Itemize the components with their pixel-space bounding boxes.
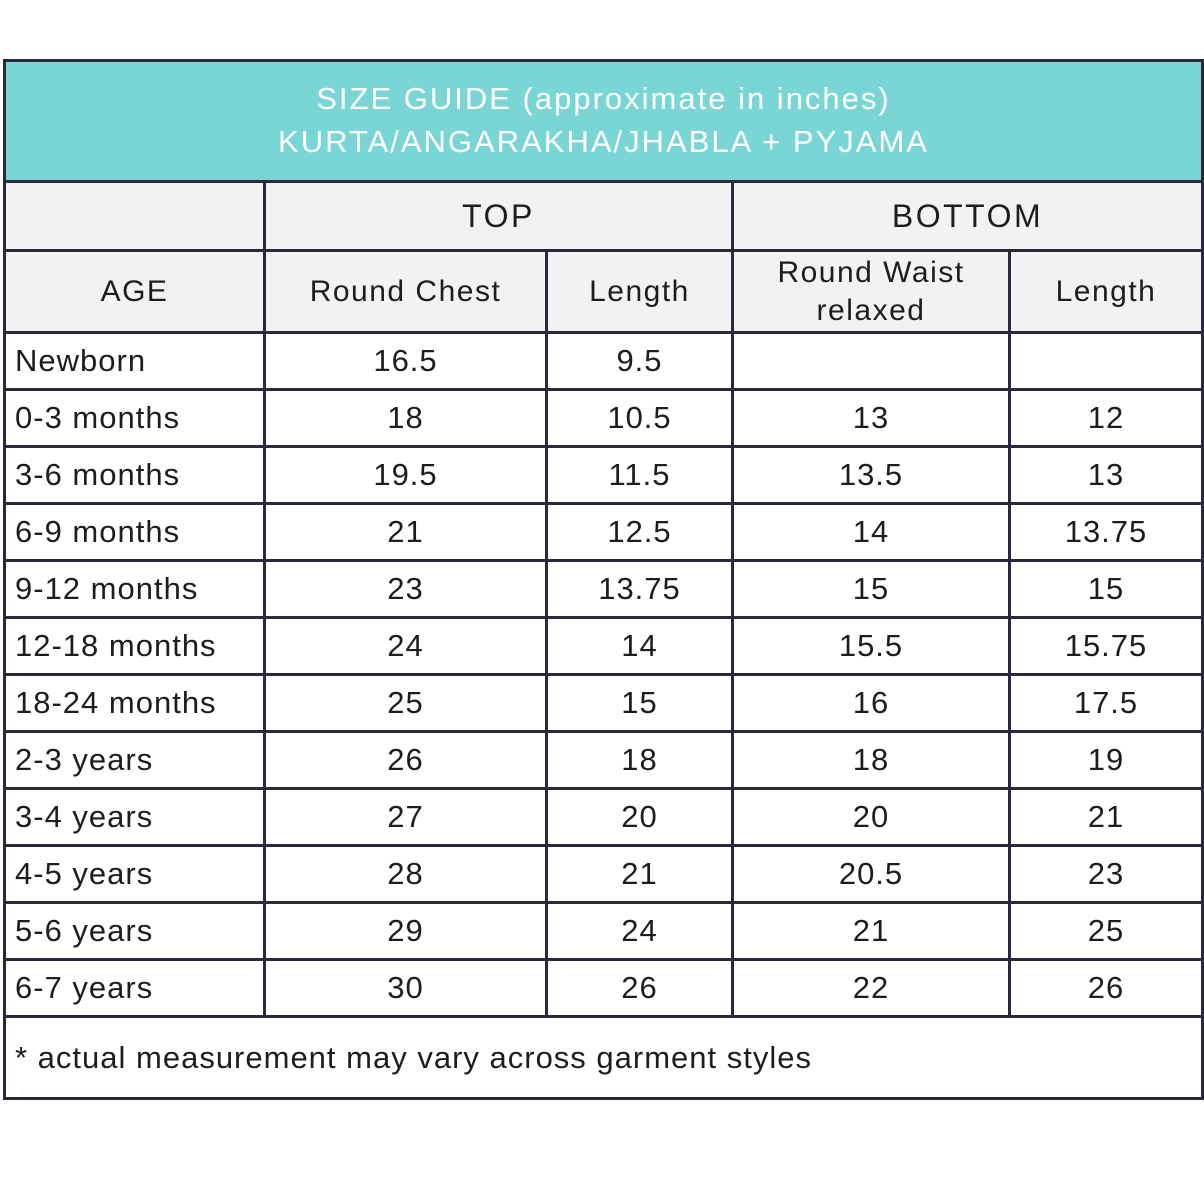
table-row-9-12-months: 9-12 months 23 13.75 15 15 <box>3 559 1204 619</box>
banner-row: SIZE GUIDE (approximate in inches) KURTA… <box>3 59 1204 183</box>
round-chest-cell: 30 <box>263 958 548 1018</box>
table-row-2-3-years: 2-3 years 26 18 18 19 <box>3 730 1204 790</box>
top-length-cell: 24 <box>545 901 734 961</box>
age-cell: 9-12 months <box>3 559 266 619</box>
bottom-length-cell: 17.5 <box>1008 673 1204 733</box>
top-length-cell: 21 <box>545 844 734 904</box>
table-row-3-4-years: 3-4 years 27 20 20 21 <box>3 787 1204 847</box>
round-waist-cell: 15 <box>731 559 1011 619</box>
round-chest-cell: 16.5 <box>263 331 548 391</box>
round-chest-cell: 27 <box>263 787 548 847</box>
bottom-length-cell: 13.75 <box>1008 502 1204 562</box>
round-chest-cell: 23 <box>263 559 548 619</box>
table-row-0-3-months: 0-3 months 18 10.5 13 12 <box>3 388 1204 448</box>
group-header-bottom: BOTTOM <box>731 180 1204 252</box>
group-header-spacer <box>3 180 266 252</box>
top-length-cell: 18 <box>545 730 734 790</box>
table-row-18-24-months: 18-24 months 25 15 16 17.5 <box>3 673 1204 733</box>
round-waist-cell: 13.5 <box>731 445 1011 505</box>
top-length-cell: 10.5 <box>545 388 734 448</box>
bottom-length-cell: 19 <box>1008 730 1204 790</box>
round-chest-cell: 28 <box>263 844 548 904</box>
column-header-bottom-length: Length <box>1008 249 1204 334</box>
bottom-length-cell <box>1008 331 1204 391</box>
age-cell: 3-6 months <box>3 445 266 505</box>
bottom-length-cell: 21 <box>1008 787 1204 847</box>
top-length-cell: 11.5 <box>545 445 734 505</box>
table-row-12-18-months: 12-18 months 24 14 15.5 15.75 <box>3 616 1204 676</box>
group-header-row: TOP BOTTOM <box>3 180 1204 252</box>
banner-title-line2: KURTA/ANGARAKHA/JHABLA + PYJAMA <box>278 124 929 159</box>
round-chest-cell: 18 <box>263 388 548 448</box>
top-length-cell: 13.75 <box>545 559 734 619</box>
column-header-row: AGE Round Chest Length Round Waist relax… <box>3 249 1204 334</box>
bottom-length-cell: 13 <box>1008 445 1204 505</box>
round-waist-cell: 14 <box>731 502 1011 562</box>
age-cell: 3-4 years <box>3 787 266 847</box>
age-cell: 4-5 years <box>3 844 266 904</box>
round-chest-cell: 21 <box>263 502 548 562</box>
top-length-cell: 14 <box>545 616 734 676</box>
age-cell: 5-6 years <box>3 901 266 961</box>
column-header-round-chest: Round Chest <box>263 249 548 334</box>
round-chest-cell: 26 <box>263 730 548 790</box>
bottom-length-cell: 12 <box>1008 388 1204 448</box>
table-row-newborn: Newborn 16.5 9.5 <box>3 331 1204 391</box>
top-length-cell: 20 <box>545 787 734 847</box>
footnote: * actual measurement may vary across gar… <box>3 1015 1204 1100</box>
round-chest-cell: 19.5 <box>263 445 548 505</box>
round-waist-cell <box>731 331 1011 391</box>
round-chest-cell: 29 <box>263 901 548 961</box>
age-cell: 6-9 months <box>3 502 266 562</box>
group-header-top: TOP <box>263 180 734 252</box>
round-chest-cell: 25 <box>263 673 548 733</box>
age-cell: 2-3 years <box>3 730 266 790</box>
size-guide-table: SIZE GUIDE (approximate in inches) KURTA… <box>3 59 1204 1100</box>
column-header-round-waist: Round Waist relaxed <box>731 249 1011 334</box>
round-waist-cell: 15.5 <box>731 616 1011 676</box>
banner-title-line1: SIZE GUIDE (approximate in inches) <box>316 81 891 117</box>
round-waist-cell: 16 <box>731 673 1011 733</box>
round-waist-cell: 18 <box>731 730 1011 790</box>
age-cell: Newborn <box>3 331 266 391</box>
bottom-length-cell: 25 <box>1008 901 1204 961</box>
bottom-length-cell: 26 <box>1008 958 1204 1018</box>
top-length-cell: 26 <box>545 958 734 1018</box>
table-row-6-9-months: 6-9 months 21 12.5 14 13.75 <box>3 502 1204 562</box>
table-row-5-6-years: 5-6 years 29 24 21 25 <box>3 901 1204 961</box>
round-waist-cell: 22 <box>731 958 1011 1018</box>
age-cell: 6-7 years <box>3 958 266 1018</box>
age-cell: 0-3 months <box>3 388 266 448</box>
round-waist-cell: 13 <box>731 388 1011 448</box>
round-waist-cell: 21 <box>731 901 1011 961</box>
footnote-row: * actual measurement may vary across gar… <box>3 1015 1204 1100</box>
age-cell: 12-18 months <box>3 616 266 676</box>
bottom-length-cell: 23 <box>1008 844 1204 904</box>
size-guide-banner: SIZE GUIDE (approximate in inches) KURTA… <box>3 59 1204 183</box>
table-row-3-6-months: 3-6 months 19.5 11.5 13.5 13 <box>3 445 1204 505</box>
round-waist-cell: 20.5 <box>731 844 1011 904</box>
table-row-4-5-years: 4-5 years 28 21 20.5 23 <box>3 844 1204 904</box>
column-header-top-length: Length <box>545 249 734 334</box>
top-length-cell: 12.5 <box>545 502 734 562</box>
age-cell: 18-24 months <box>3 673 266 733</box>
top-length-cell: 9.5 <box>545 331 734 391</box>
round-waist-cell: 20 <box>731 787 1011 847</box>
round-chest-cell: 24 <box>263 616 548 676</box>
bottom-length-cell: 15.75 <box>1008 616 1204 676</box>
table-row-6-7-years: 6-7 years 30 26 22 26 <box>3 958 1204 1018</box>
top-length-cell: 15 <box>545 673 734 733</box>
column-header-age: AGE <box>3 249 266 334</box>
bottom-length-cell: 15 <box>1008 559 1204 619</box>
